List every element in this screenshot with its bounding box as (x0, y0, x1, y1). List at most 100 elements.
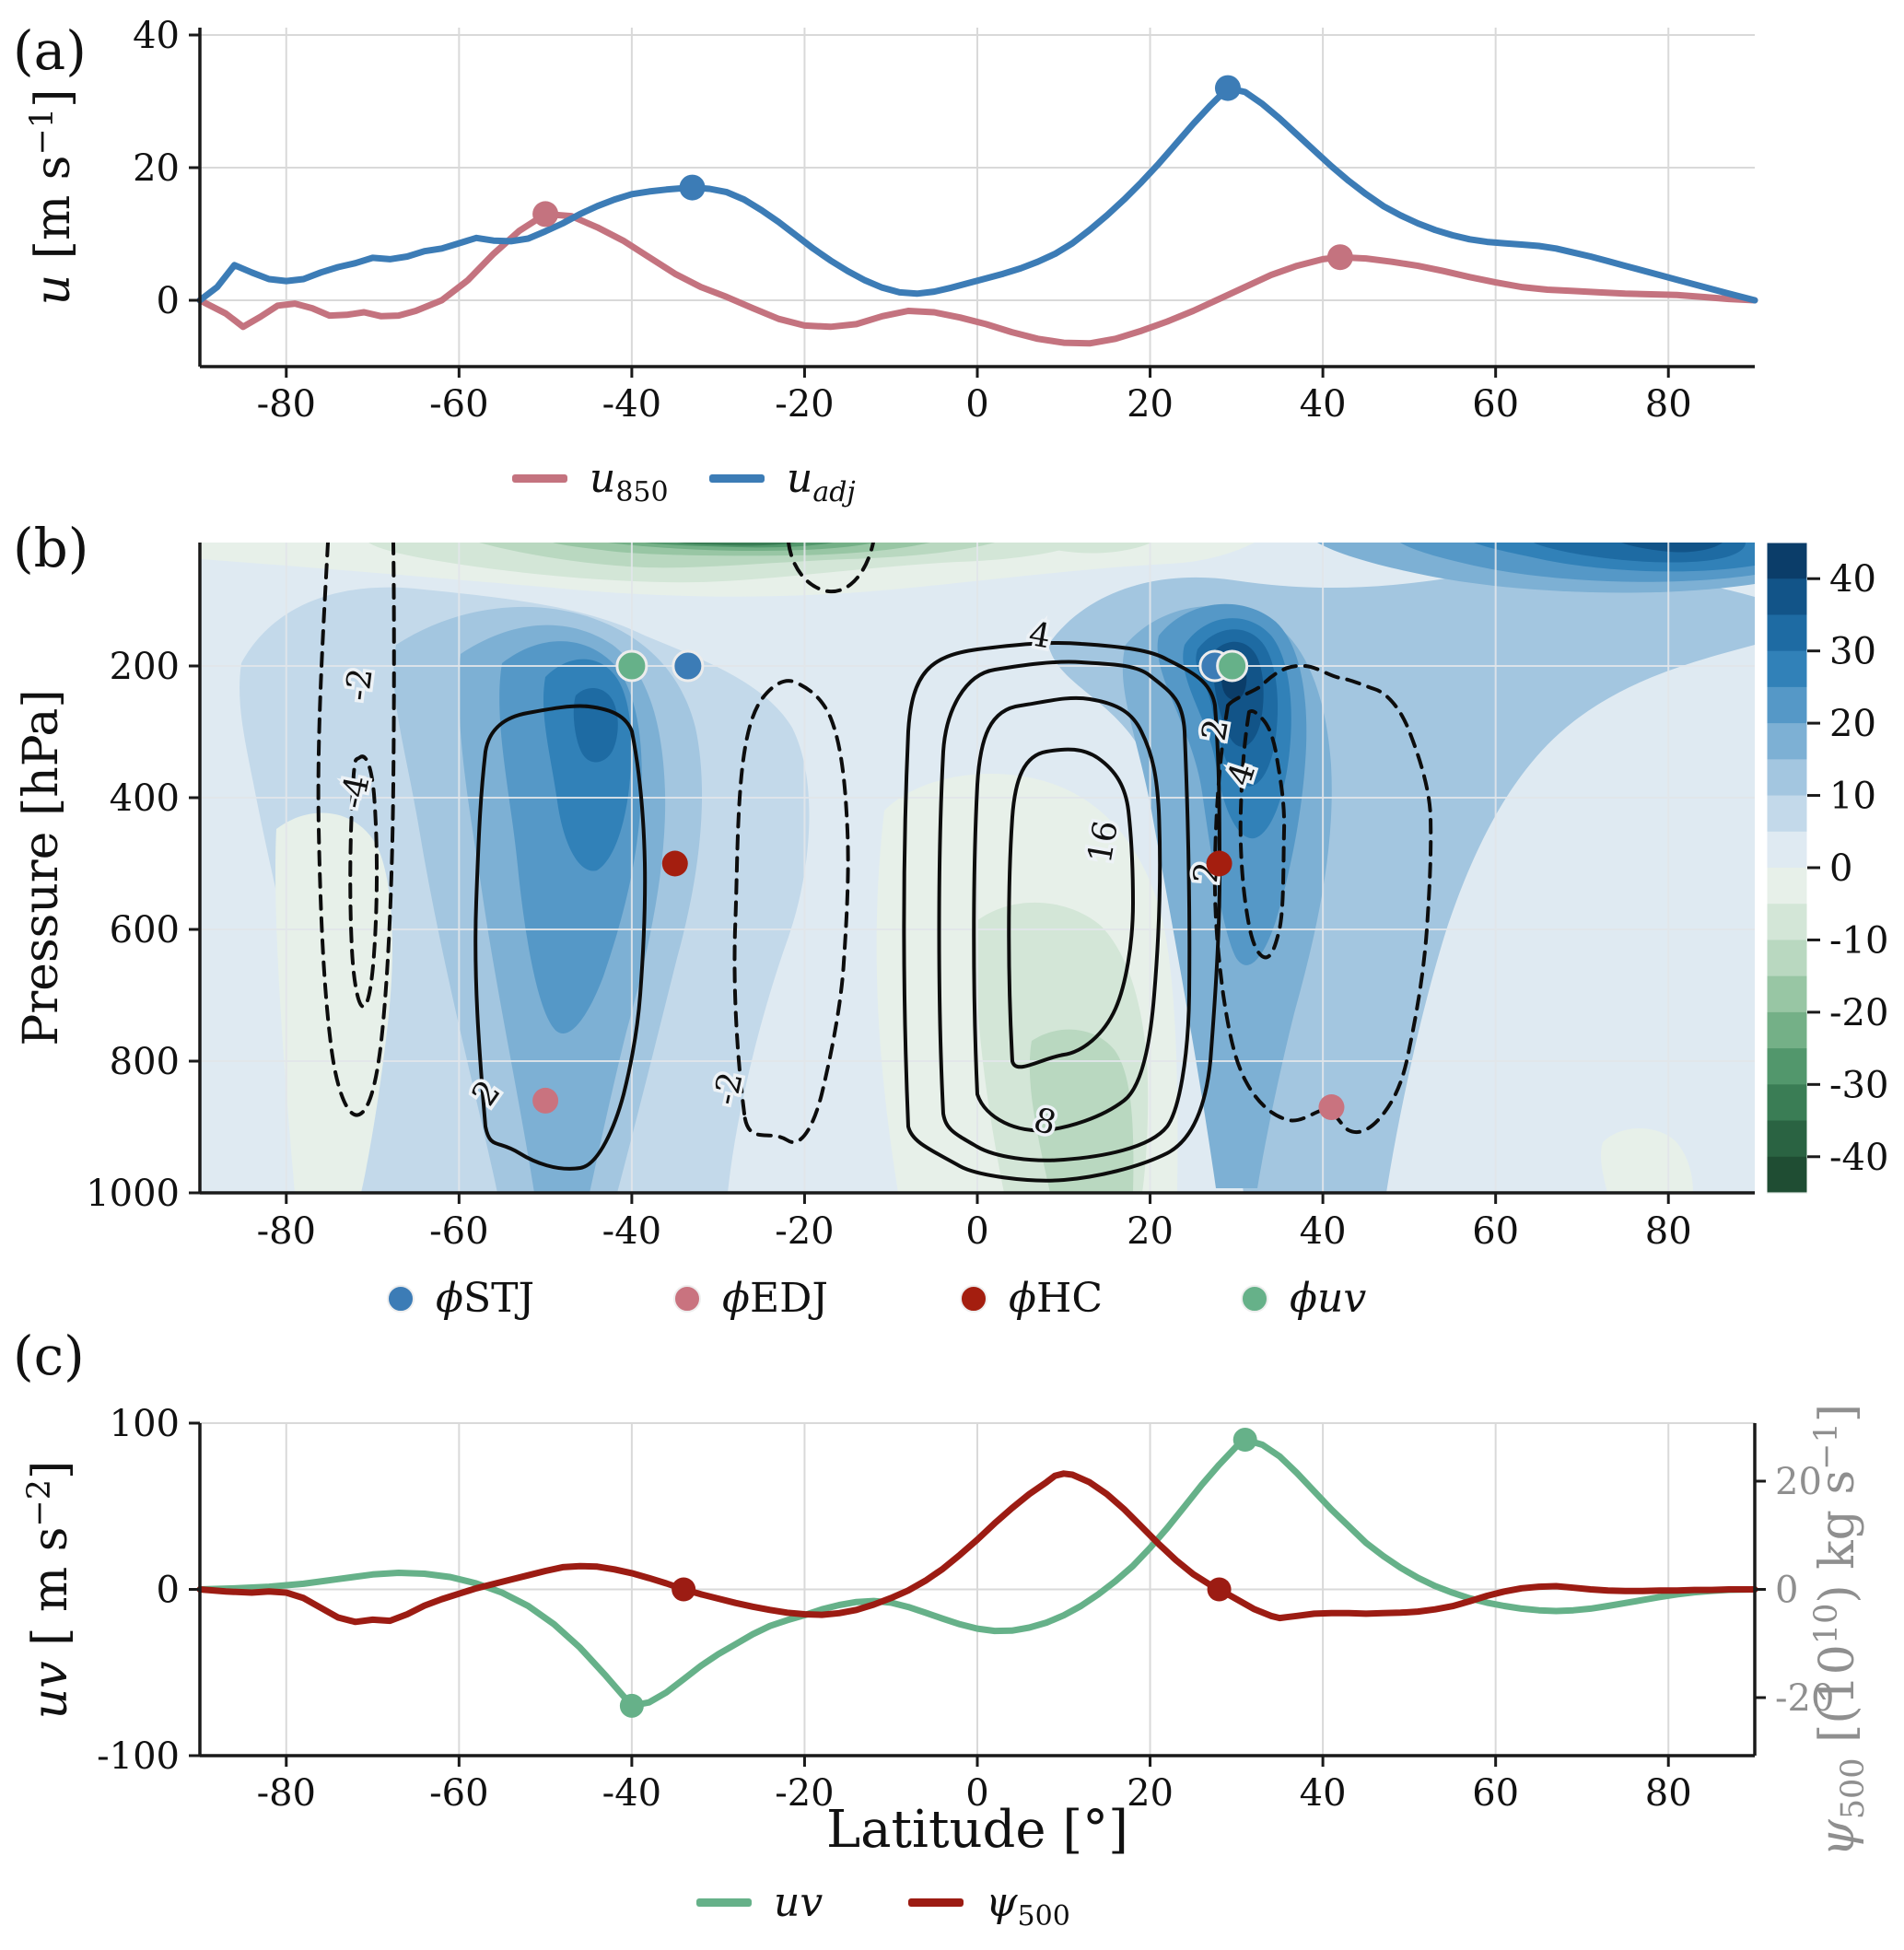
colorbar-segment (1767, 1084, 1807, 1122)
x-tick-label: -80 (257, 1772, 316, 1815)
colorbar-segment (1767, 578, 1807, 616)
x-tick-label: -60 (429, 383, 488, 426)
x-tick-label: -20 (775, 383, 834, 426)
panel-c-ylabel-left: uv [ m s−2] (21, 1461, 78, 1720)
marker-stj (679, 174, 706, 201)
y-tick-label: -100 (97, 1735, 180, 1778)
x-tick-label: -60 (429, 1210, 488, 1253)
x-tick-label: 20 (1127, 383, 1174, 426)
y-tick-label: 1000 (86, 1173, 180, 1215)
marker-phi-edj (1318, 1094, 1345, 1121)
panel-c-series (196, 1428, 1758, 1718)
panel-b-markers (532, 649, 1345, 1121)
y-tick-label: 0 (157, 280, 180, 322)
legend-label: ϕSTJ (436, 1275, 534, 1322)
legend-label: ϕuv (1290, 1275, 1366, 1322)
colorbar-tick-label: 0 (1829, 847, 1852, 890)
marker-hc (1207, 1577, 1232, 1602)
legend-label: u850 (590, 455, 669, 508)
marker-stj (1214, 75, 1241, 101)
marker-uv (1232, 1428, 1257, 1453)
contour-lines (316, 543, 1433, 1183)
x-tick-label: 20 (1127, 1210, 1174, 1253)
legend-dot-swatch (387, 1285, 415, 1313)
x-tick-label: 60 (1472, 1772, 1519, 1815)
marker-uv (619, 1693, 644, 1718)
marker-phi-edj (532, 1087, 559, 1114)
panel-b-ylabel: Pressure [hPa] (14, 689, 69, 1045)
x-tick-label: -80 (257, 1210, 316, 1253)
colorbar-tick-label: -20 (1829, 992, 1888, 1034)
marker-phi-stj (672, 649, 705, 683)
x-tick-label: -60 (429, 1772, 488, 1815)
legend-dot-swatch (1241, 1285, 1268, 1313)
x-tick-label: 0 (965, 1210, 988, 1253)
y-tick-label: 20 (1775, 1461, 1822, 1503)
y-tick-label: -20 (1775, 1677, 1834, 1720)
colorbar-segment (1767, 1120, 1807, 1158)
marker-hc (672, 1577, 696, 1602)
panel-c-letter: (c) (13, 1325, 85, 1387)
marker-phi-hc (1206, 850, 1232, 877)
colorbar-segment (1767, 975, 1807, 1013)
x-tick-label: -40 (602, 1772, 661, 1815)
x-tick-label: 80 (1645, 1210, 1692, 1253)
marker-phi-uv (1216, 649, 1249, 683)
series-u_adj-line (196, 85, 1758, 304)
y-tick-label: 100 (110, 1403, 180, 1445)
panel-a-series (196, 75, 1758, 347)
legend-line-swatch (908, 1898, 964, 1907)
panel-c-ylabel-right: ψ500 [(1010) kg s−1] (1808, 1404, 1872, 1857)
legend-label: uv (774, 1879, 823, 1926)
colorbar-segment (1767, 831, 1807, 869)
colorbar-segment (1767, 1048, 1807, 1085)
colorbar: 40 30 20 10 0 -10 -20 -30 -40 (1766, 542, 1888, 1194)
legends: u850 uadj uv ψ500 ϕSTJ ϕEDJ ϕHC ϕuv (387, 455, 1366, 1932)
y-tick-label: 400 (110, 777, 180, 820)
legend-label: ϕHC (1009, 1275, 1103, 1322)
y-tick-label: 200 (110, 646, 180, 688)
legend-line-swatch (709, 474, 765, 483)
colorbar-tick-label: 30 (1829, 631, 1876, 673)
colorbar-tick-label: -40 (1829, 1137, 1888, 1179)
x-axis-label: Latitude [°] (826, 1800, 1128, 1860)
x-tick-label: -20 (775, 1772, 834, 1815)
colorbar-segment (1767, 868, 1807, 905)
y-tick-label: 0 (1775, 1570, 1798, 1612)
colorbar-segment (1767, 904, 1807, 941)
colorbar-segment (1767, 614, 1807, 652)
legend-dot-swatch (960, 1285, 987, 1313)
legend-label: uadj (787, 455, 856, 508)
panel-a-letter: (a) (13, 19, 87, 82)
marker-phi-hc (661, 850, 688, 877)
contour-label: 16 (1081, 818, 1126, 866)
legend-label: ψ500 (986, 1879, 1070, 1932)
legend-line-swatch (696, 1898, 752, 1907)
x-tick-label: 40 (1300, 383, 1347, 426)
colorbar-segment (1767, 1156, 1807, 1194)
contour-label: -2 (339, 666, 380, 703)
y-tick-label: 20 (133, 147, 180, 190)
marker-edj (532, 201, 559, 228)
x-tick-label: -80 (257, 383, 316, 426)
x-tick-label: 0 (965, 383, 988, 426)
colorbar-tick-label: 40 (1829, 558, 1876, 601)
x-tick-label: 40 (1300, 1210, 1347, 1253)
colorbar-segment (1767, 795, 1807, 833)
colorbar-segment (1767, 1011, 1807, 1049)
panel-a-ylabel: u [m s−1] (24, 89, 81, 306)
colorbar-segment (1767, 686, 1807, 724)
x-tick-label: 80 (1645, 383, 1692, 426)
y-tick-label: 0 (157, 1570, 180, 1612)
colorbar-segment (1767, 723, 1807, 760)
marker-phi-uv (615, 649, 648, 683)
series-uv-line (196, 1436, 1758, 1710)
colorbar-tick-label: -10 (1829, 919, 1888, 962)
panel-b-letter: (b) (13, 517, 88, 579)
x-tick-label: 60 (1472, 383, 1519, 426)
colorbar-tick-label: -30 (1829, 1064, 1888, 1106)
x-tick-label: 80 (1645, 1772, 1692, 1815)
series-psi500-line (196, 1470, 1758, 1626)
